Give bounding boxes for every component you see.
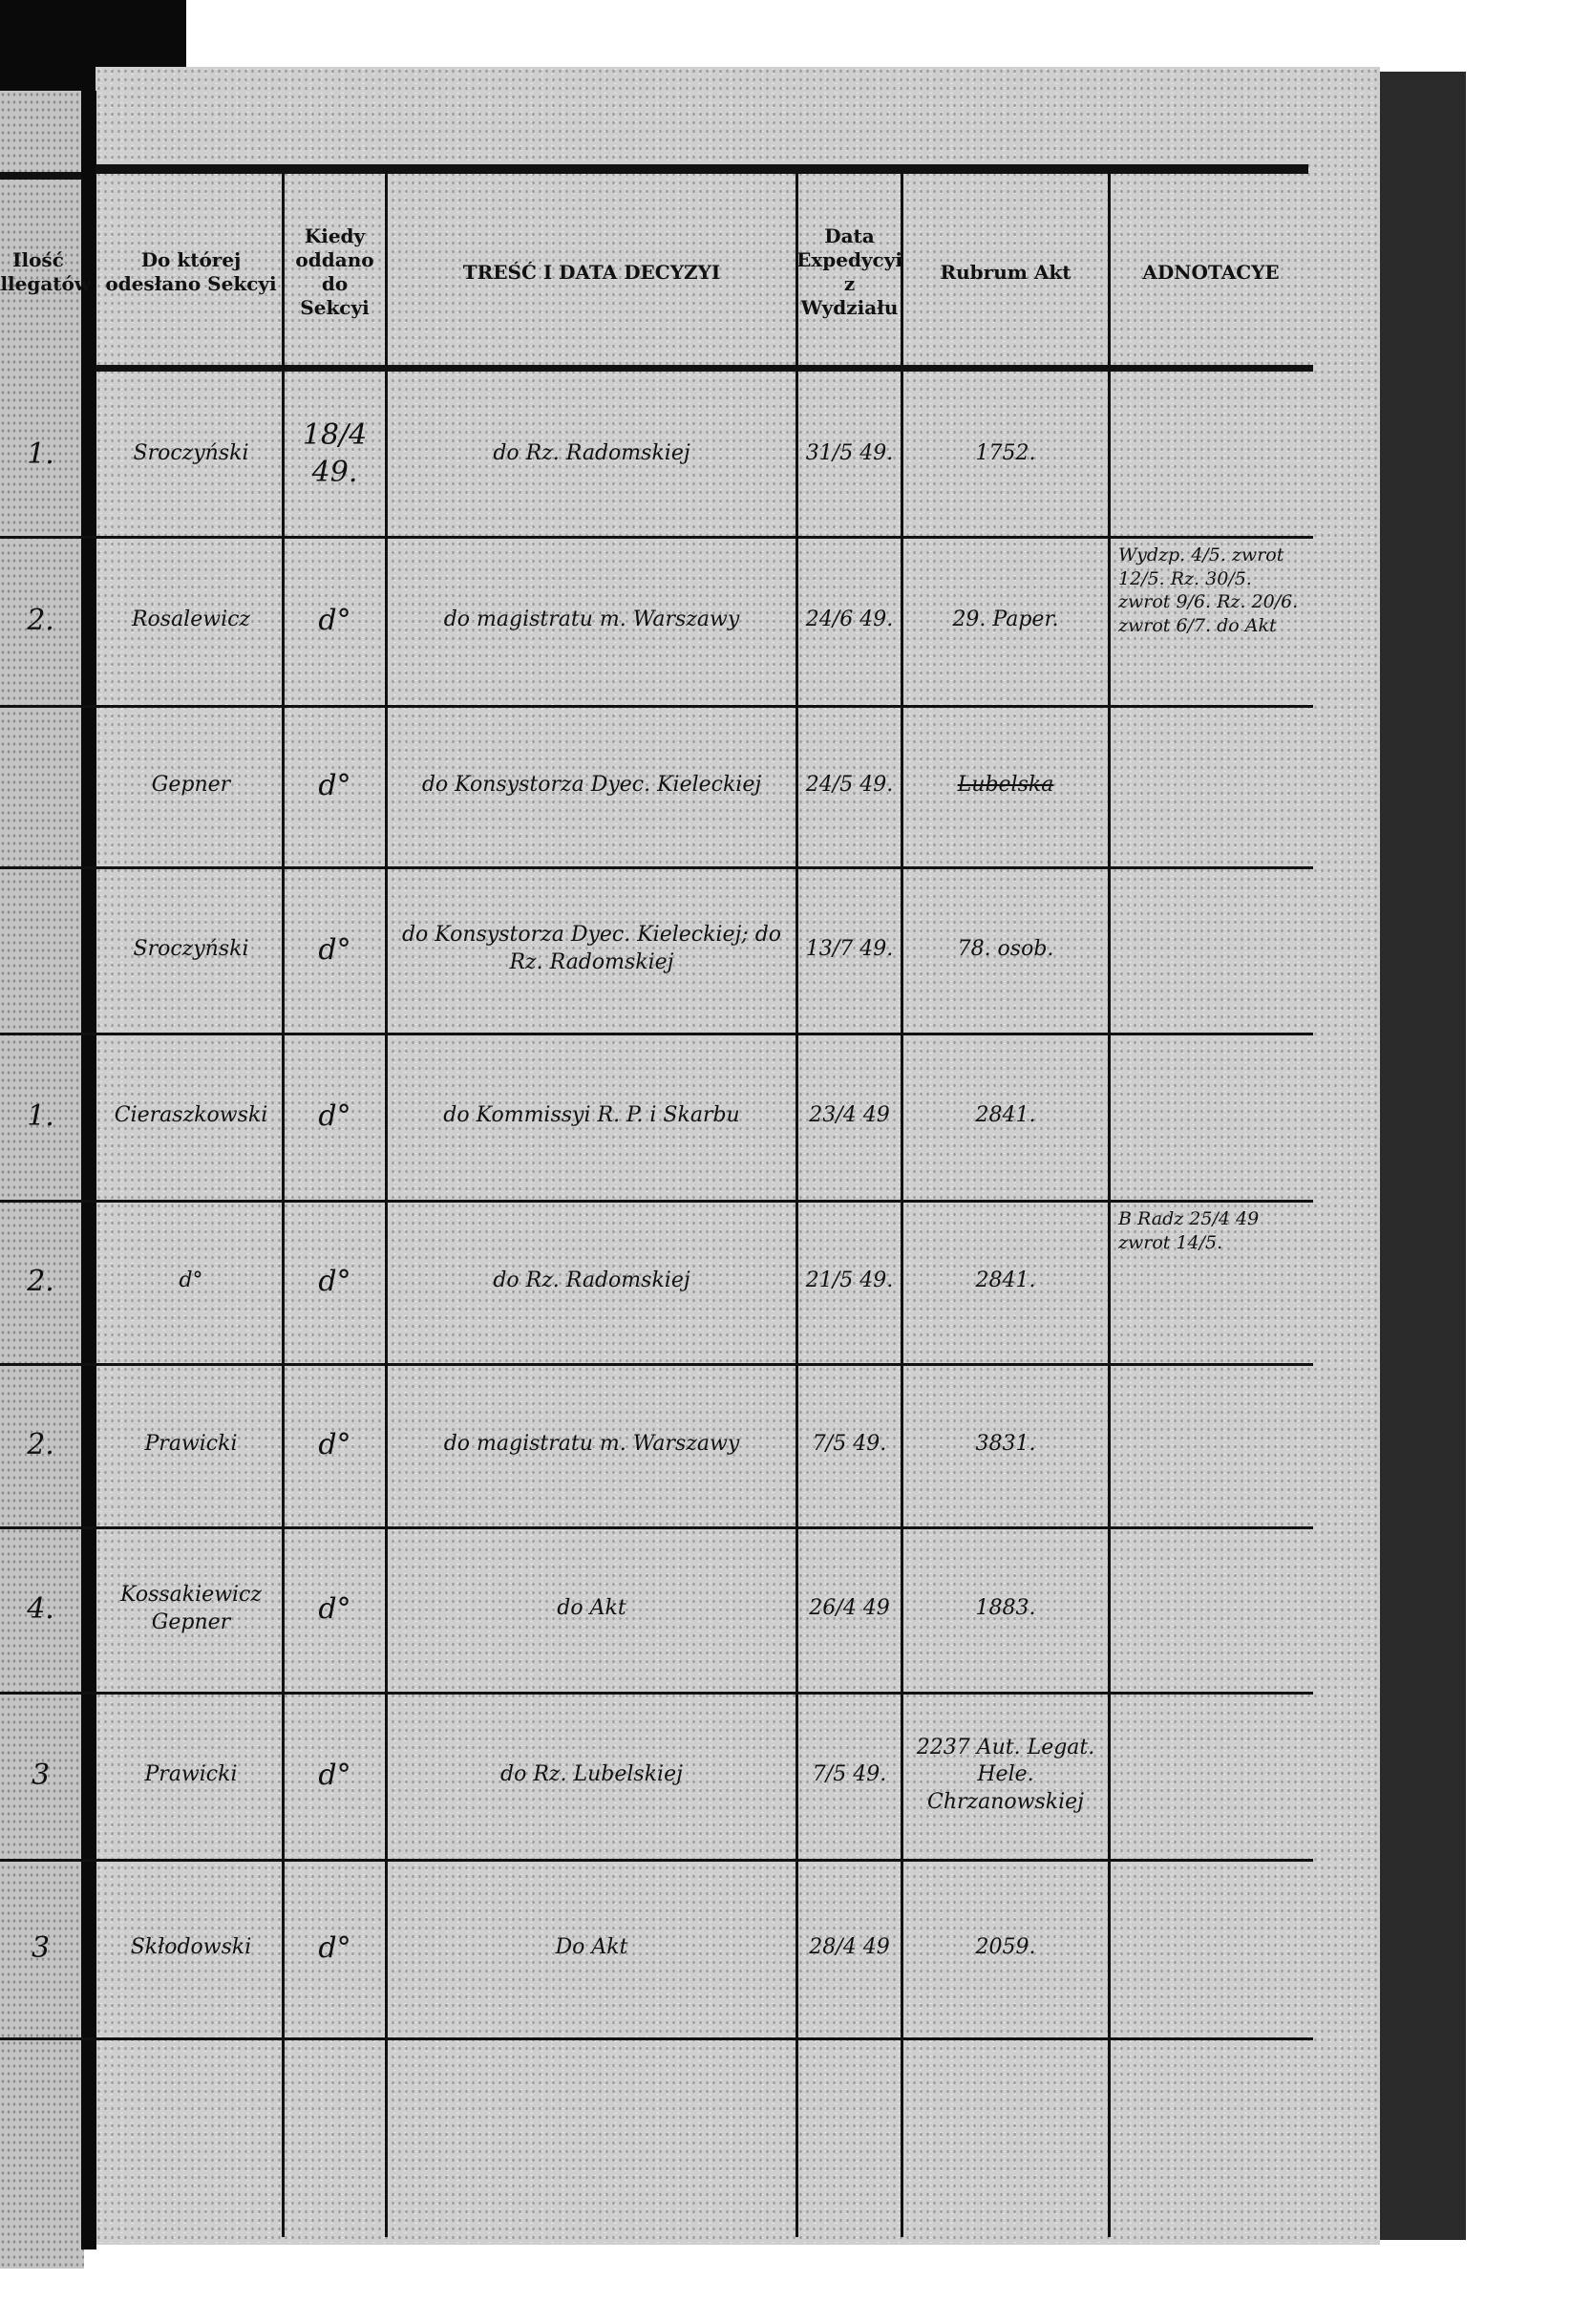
cell-dispatch: 13/7 49.	[805, 936, 894, 961]
cell-notes	[1111, 866, 1311, 1033]
cell-dispatch: 7/5 49.	[812, 1762, 887, 1787]
cell-when: d°	[318, 1428, 351, 1461]
row-rule	[0, 1363, 1313, 1366]
cell-dispatch: 28/4 49	[809, 1935, 890, 1960]
cell-count	[0, 705, 81, 866]
cell-notes: B Radz 25/4 49 zwrot 14/5.	[1118, 1208, 1260, 1253]
cell-when: 18/4 49.	[302, 418, 368, 489]
cell-dispatch: 24/6 49.	[805, 608, 894, 632]
cell-notes	[1111, 1363, 1311, 1526]
cell-rubrum: Lubelska	[957, 773, 1054, 798]
cell-content: do magistratu m. Warszawy	[443, 1432, 740, 1457]
cell-rubrum: 1883.	[975, 1596, 1036, 1621]
row-rule	[0, 1526, 1313, 1529]
cell-section: Rosalewicz	[131, 608, 251, 632]
cell-section: Sroczyński	[133, 936, 249, 961]
cell-count: 2.	[27, 604, 54, 637]
cell-rubrum: 78. osob.	[957, 936, 1054, 961]
header-notes: ADNOTACYE	[1142, 260, 1280, 284]
cell-when: d°	[318, 1592, 351, 1626]
cell-content: do Rz. Radomskiej	[493, 440, 690, 465]
left-page-edge	[0, 91, 84, 2269]
cell-section: Prawicki	[144, 1432, 238, 1457]
cell-rubrum: 2841.	[975, 1103, 1036, 1128]
header-section: Do której odesłano Sekcyi	[105, 248, 277, 295]
cell-rubrum: 29. Paper.	[952, 608, 1059, 632]
cell-when: d°	[318, 769, 351, 802]
row-rule	[0, 866, 1313, 869]
cell-count: 1.	[27, 437, 54, 471]
cell-dispatch: 24/5 49.	[805, 773, 894, 798]
cell-dispatch: 23/4 49	[809, 1103, 890, 1128]
column-rule	[796, 174, 798, 2237]
cell-section: Prawicki	[144, 1762, 238, 1787]
left-page-rule	[0, 172, 81, 180]
cell-when: d°	[318, 604, 351, 637]
cell-when: d°	[318, 1099, 351, 1133]
cell-content: do Rz. Radomskiej	[493, 1269, 690, 1293]
cell-count: 2.	[27, 1428, 54, 1461]
row-rule	[0, 1200, 1313, 1203]
header-content: TREŚĆ I DATA DECYZYI	[462, 260, 721, 284]
column-rule	[282, 174, 285, 2237]
cell-when: d°	[318, 1265, 351, 1298]
cell-rubrum: 2841.	[975, 1269, 1036, 1293]
column-rule	[1108, 174, 1111, 2237]
cell-rubrum: 2237 Aut. Legat. Hele. Chrzanowskiej	[916, 1735, 1095, 1814]
header-bottom-rule	[95, 365, 1313, 372]
book-spine	[81, 91, 96, 2249]
cell-notes	[1111, 1526, 1311, 1692]
cell-dispatch: 26/4 49	[809, 1596, 890, 1621]
cell-notes: Wydzp. 4/5. zwrot 12/5. Rz. 30/5. zwrot …	[1118, 544, 1299, 637]
column-rule	[385, 174, 388, 2237]
cell-dispatch: 31/5 49.	[805, 440, 894, 465]
cell-section: Gepner	[151, 773, 231, 798]
cell-dispatch: 21/5 49.	[805, 1269, 894, 1293]
cell-section: d°	[179, 1269, 203, 1293]
cell-rubrum: 2059.	[975, 1935, 1036, 1960]
row-rule	[0, 1692, 1313, 1695]
cell-count: 3	[31, 1759, 51, 1792]
cell-content: do magistratu m. Warszawy	[443, 608, 740, 632]
register-page	[95, 67, 1380, 2245]
cell-dispatch: 7/5 49.	[812, 1432, 887, 1457]
cell-content: do Kommissyi R. P. i Skarbu	[443, 1103, 740, 1128]
header-rubrum: Rubrum Akt	[940, 260, 1071, 284]
cell-notes	[1111, 705, 1311, 866]
cell-content: Do Akt	[555, 1935, 628, 1960]
cell-notes	[1111, 1033, 1311, 1200]
cell-section: Sroczyński	[133, 440, 249, 465]
cell-when: d°	[318, 1931, 351, 1965]
cell-notes	[1111, 1692, 1311, 1859]
cell-rubrum: 1752.	[975, 440, 1036, 465]
cell-rubrum: 3831.	[975, 1432, 1036, 1457]
cell-section: Cieraszkowski	[114, 1103, 268, 1128]
cell-content: do Akt	[557, 1596, 626, 1621]
cell-count: 4.	[27, 1592, 54, 1626]
header-count: Ilość Allegatów	[0, 248, 92, 295]
row-rule	[0, 1033, 1313, 1035]
row-rule	[0, 2037, 1313, 2040]
cell-count	[0, 866, 81, 1033]
cell-count: 2.	[27, 1265, 54, 1298]
header-dispatch: Data Expedycyi z Wydziału	[796, 224, 902, 319]
cell-section: Skłodowski	[130, 1935, 252, 1960]
cell-when: d°	[318, 932, 351, 967]
cell-notes	[1111, 372, 1311, 536]
row-rule	[0, 705, 1313, 708]
cell-notes	[1111, 1859, 1311, 2037]
column-rule	[901, 174, 903, 2237]
cell-content: do Konsystorza Dyec. Kieleckiej	[421, 773, 762, 798]
header-top-rule	[95, 164, 1308, 174]
cell-content: do Rz. Lubelskiej	[500, 1762, 683, 1787]
book-edge	[1380, 72, 1466, 2240]
row-rule	[0, 1859, 1313, 1862]
cell-count: 1.	[27, 1099, 54, 1133]
cell-content: do Konsystorza Dyec. Kieleckiej; do Rz. …	[401, 923, 782, 974]
cell-count: 3	[31, 1931, 51, 1965]
cell-when: d°	[318, 1759, 351, 1792]
header-when: Kiedy oddano do Sekcyi	[295, 224, 374, 319]
row-rule	[0, 536, 1313, 539]
cell-section: Kossakiewicz Gepner	[120, 1582, 262, 1634]
